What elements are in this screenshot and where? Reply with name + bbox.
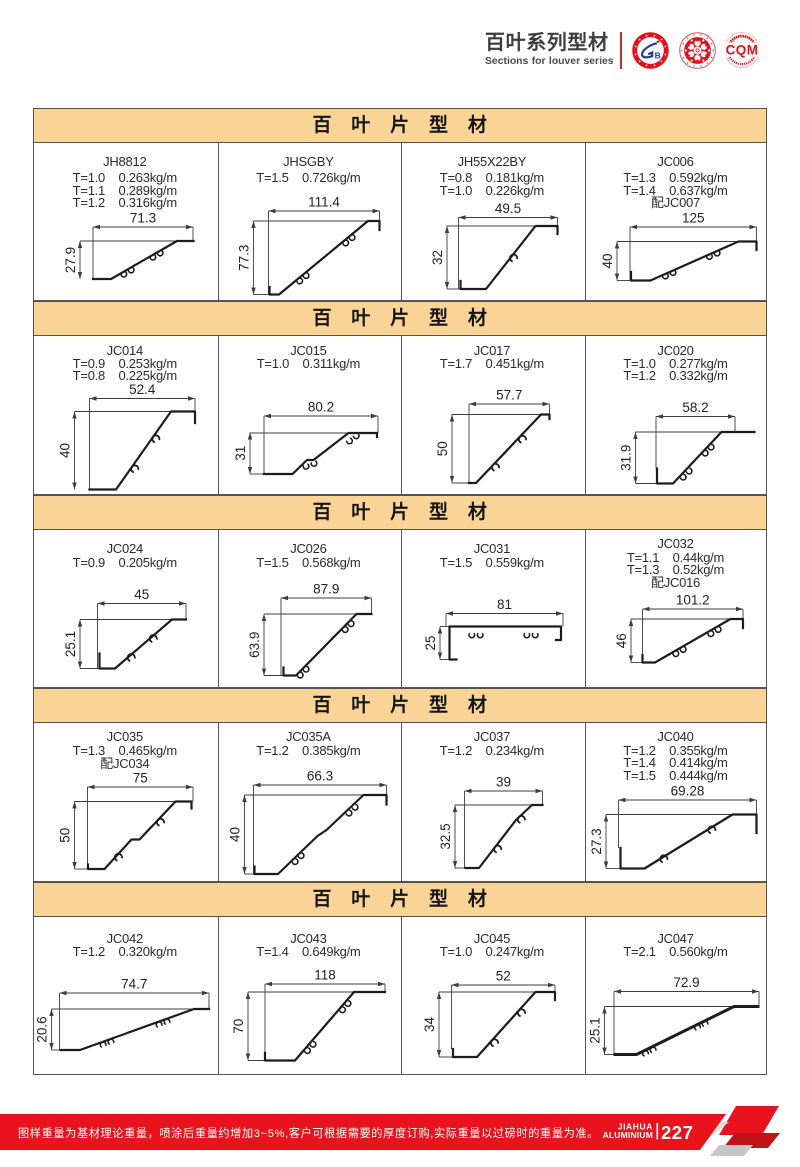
svg-text:125: 125: [682, 211, 705, 226]
svg-text:63.9: 63.9: [247, 632, 262, 658]
svg-text:72.9: 72.9: [673, 975, 699, 990]
svg-text:74.7: 74.7: [121, 977, 147, 992]
svg-text:JIAHUA: JIAHUA: [618, 1122, 653, 1132]
svg-text:25.1: 25.1: [588, 1017, 603, 1043]
svg-text:40: 40: [600, 253, 615, 268]
svg-text:39: 39: [496, 775, 511, 790]
svg-text:45: 45: [134, 587, 149, 602]
svg-text:CQM: CQM: [726, 42, 759, 57]
svg-text:111.4: 111.4: [308, 195, 340, 210]
svg-text:70: 70: [231, 1019, 246, 1034]
svg-text:66.3: 66.3: [307, 769, 333, 784]
svg-text:58.2: 58.2: [682, 400, 708, 415]
svg-text:图样重量为基材理论重量，喷涂后重量约增加3~5%,客户可根据: 图样重量为基材理论重量，喷涂后重量约增加3~5%,客户可根据需要的厚度订购,实际…: [18, 1126, 599, 1140]
svg-text:34: 34: [422, 1017, 437, 1033]
svg-text:31.9: 31.9: [619, 445, 634, 471]
svg-text:227: 227: [661, 1122, 693, 1143]
svg-text:40: 40: [228, 827, 243, 842]
svg-text:25: 25: [423, 635, 438, 650]
svg-text:81: 81: [497, 597, 512, 612]
svg-text:31: 31: [233, 446, 248, 461]
svg-text:25.1: 25.1: [63, 631, 78, 657]
svg-text:71.3: 71.3: [130, 211, 156, 226]
svg-text:40: 40: [58, 443, 73, 458]
svg-text:20.6: 20.6: [35, 1016, 50, 1042]
svg-text:27.9: 27.9: [63, 247, 78, 273]
svg-text:69.28: 69.28: [671, 784, 705, 799]
svg-text:32: 32: [430, 250, 445, 265]
svg-text:27.3: 27.3: [589, 828, 604, 854]
svg-text:46: 46: [614, 633, 629, 648]
svg-text:50: 50: [435, 441, 450, 456]
svg-text:101.2: 101.2: [676, 593, 710, 608]
svg-text:49.5: 49.5: [495, 201, 521, 216]
svg-text:52.4: 52.4: [129, 382, 156, 397]
svg-text:B: B: [655, 50, 661, 60]
svg-text:57.7: 57.7: [496, 388, 522, 403]
svg-text:80.2: 80.2: [308, 400, 334, 415]
svg-text:ALUMINIUM: ALUMINIUM: [603, 1130, 653, 1140]
svg-text:118: 118: [314, 968, 336, 983]
svg-text:52: 52: [496, 969, 511, 984]
svg-text:32.5: 32.5: [438, 823, 453, 849]
svg-text:75: 75: [133, 771, 148, 786]
svg-text:50: 50: [58, 828, 73, 843]
svg-text:77.3: 77.3: [237, 245, 252, 271]
svg-text:87.9: 87.9: [313, 582, 339, 597]
